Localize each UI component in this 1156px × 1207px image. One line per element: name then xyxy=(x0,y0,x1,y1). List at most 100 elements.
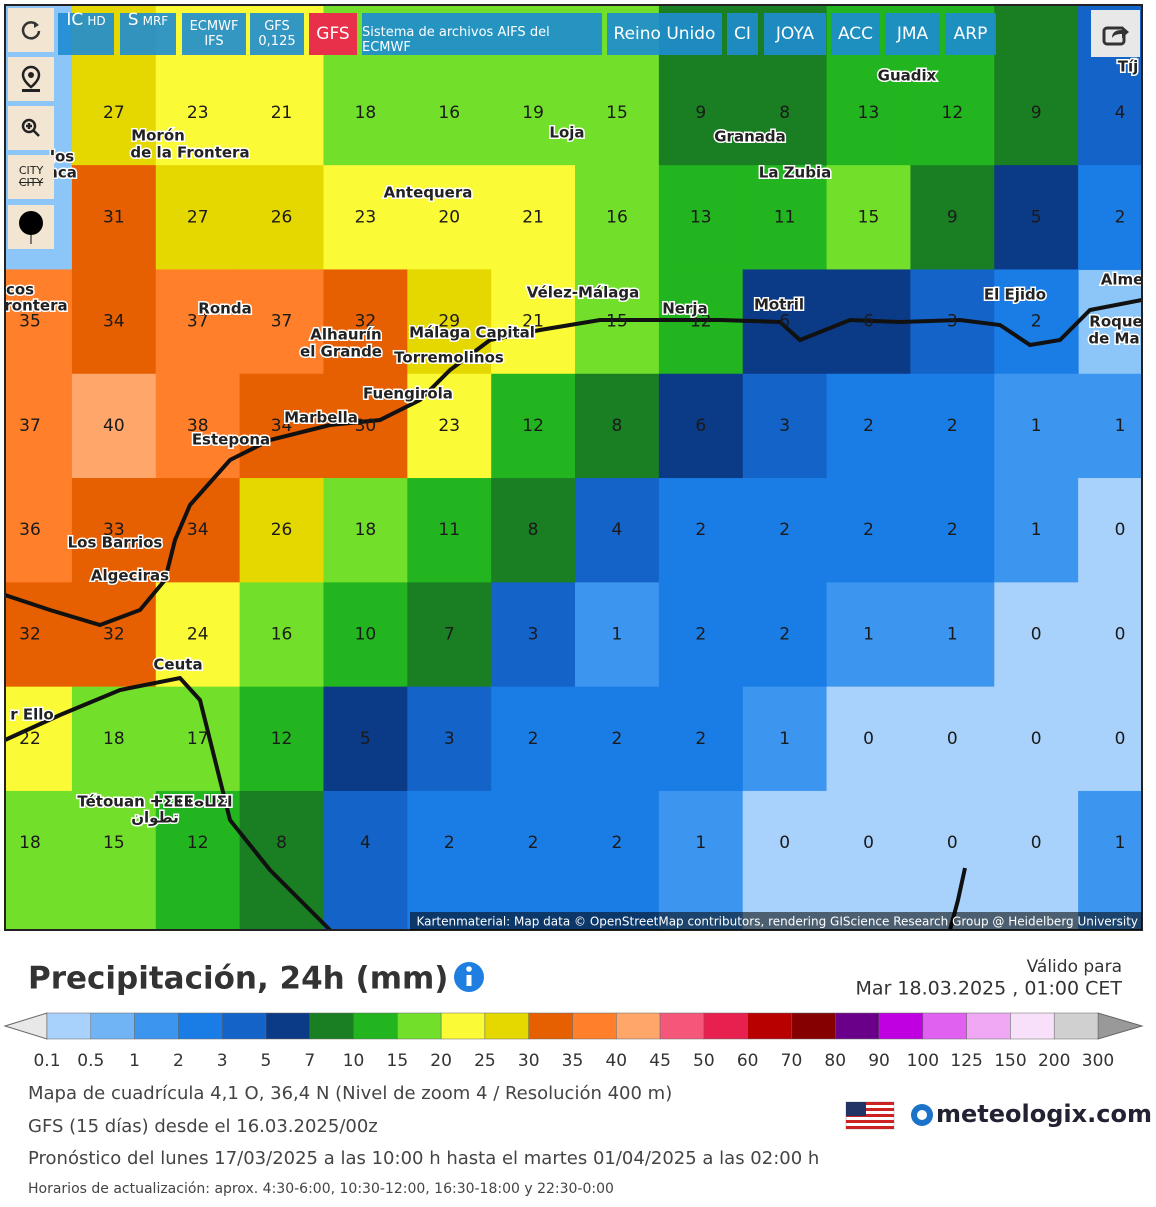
refresh-button[interactable] xyxy=(8,8,54,52)
legend-label: 3 xyxy=(217,1051,228,1071)
grid-value: 6 xyxy=(695,416,706,436)
legend-swatch xyxy=(572,1012,617,1040)
grid-cell xyxy=(826,790,911,930)
place-label: cos xyxy=(6,281,34,299)
grid-value: 2 xyxy=(863,416,874,436)
place-label: تطوان xyxy=(131,809,179,827)
legend-swatch xyxy=(265,1012,311,1040)
grid-value: 3 xyxy=(528,625,539,645)
grid-value: 2 xyxy=(444,833,455,853)
grid-value: 15 xyxy=(858,207,880,227)
legend-label: 150 xyxy=(994,1051,1026,1071)
brand[interactable]: meteologix.com xyxy=(936,1100,1152,1128)
grid-cell xyxy=(994,373,1079,479)
grid-value: 12 xyxy=(187,833,209,853)
button-text: GFS xyxy=(316,23,350,44)
place-label: Tétouan ⵜⵉⵟⵟⴰⵡⵉⵏ xyxy=(77,793,232,811)
grid-value: 37 xyxy=(271,312,293,332)
button-text: HD xyxy=(87,14,106,28)
grid-cell xyxy=(994,478,1079,583)
grid-cell xyxy=(5,686,73,792)
grid-value: 34 xyxy=(187,520,209,540)
model-button[interactable]: ECMWF IFS xyxy=(182,13,246,55)
grid-value: 37 xyxy=(19,416,41,436)
grid-cell xyxy=(910,582,995,688)
button-text: MRF xyxy=(142,14,169,28)
legend-swatch xyxy=(353,1012,398,1040)
grid-cell xyxy=(994,269,1079,375)
legend-label: 50 xyxy=(693,1051,715,1071)
model-button[interactable]: Reino Unido xyxy=(607,13,722,55)
grid-value: 8 xyxy=(779,103,790,123)
location-button[interactable] xyxy=(8,57,54,101)
grid-cell xyxy=(1078,373,1142,479)
model-button[interactable]: ARP xyxy=(945,13,996,55)
model-button[interactable]: S MRF xyxy=(120,12,176,55)
grid-value: 8 xyxy=(528,520,539,540)
button-text: 0,125 xyxy=(258,34,296,49)
grid-value: 18 xyxy=(103,729,125,749)
share-button[interactable] xyxy=(1091,10,1140,57)
grid-cell xyxy=(658,582,744,688)
grid-cell xyxy=(491,373,576,479)
grid-value: 1 xyxy=(1031,416,1042,436)
marker-button[interactable] xyxy=(8,205,54,249)
grid-cell xyxy=(658,478,744,583)
grid-value: 18 xyxy=(355,520,377,540)
legend-swatch xyxy=(703,1012,748,1040)
legend-swatch xyxy=(1053,1012,1099,1040)
attribution-bg xyxy=(410,912,1142,930)
city-button[interactable]: CITY CITY xyxy=(8,155,54,199)
grid-cell xyxy=(826,373,911,479)
model-button[interactable]: JOYA xyxy=(764,13,826,55)
legend-label: 80 xyxy=(824,1051,846,1071)
grid-value: 12 xyxy=(522,416,544,436)
grid-value: 11 xyxy=(774,207,796,227)
grid-value: 40 xyxy=(103,416,125,436)
place-label: Ronda xyxy=(198,300,251,318)
model-button[interactable]: IC HD xyxy=(58,12,114,55)
grid-cell xyxy=(994,5,1079,166)
grid-value: 0 xyxy=(1031,833,1042,853)
grid-cell xyxy=(155,373,241,479)
model-button[interactable]: GFS 0,125 xyxy=(250,13,304,55)
button-text: ECMWF xyxy=(189,19,239,34)
model-button[interactable]: JMA xyxy=(885,13,940,55)
grid-cell xyxy=(994,582,1079,688)
grid-cell xyxy=(658,686,744,792)
place-label: Alme xyxy=(1101,271,1144,289)
grid-value: 4 xyxy=(612,520,623,540)
grid-cell xyxy=(407,165,492,270)
info-icon[interactable] xyxy=(454,962,484,992)
grid-value: 1 xyxy=(695,833,706,853)
model-button[interactable]: Sistema de archivos AIFS del ECMWF xyxy=(362,13,602,55)
grid-cell xyxy=(575,686,660,792)
grid-cell xyxy=(491,686,576,792)
grid-value: 34 xyxy=(271,416,293,436)
update-note: Horarios de actualización: aprox. 4:30-6… xyxy=(28,1181,614,1197)
grid-cell xyxy=(910,790,995,930)
place-label: el Grande xyxy=(300,343,382,361)
zoom-button[interactable] xyxy=(8,106,54,150)
legend-label: 25 xyxy=(474,1051,496,1071)
place-label: Málaga Capital xyxy=(409,324,535,342)
model-button-active[interactable]: GFS xyxy=(309,13,357,55)
legend-swatch xyxy=(46,1012,92,1040)
legend-label: 90 xyxy=(868,1051,890,1071)
grid-value: 15 xyxy=(606,312,628,332)
place-label: r Ello xyxy=(10,706,53,724)
brand-logo[interactable] xyxy=(911,1104,933,1126)
grid-value: 4 xyxy=(360,833,371,853)
city-text: CITY xyxy=(18,176,44,189)
grid-cell xyxy=(5,269,73,375)
place-label: Nerja xyxy=(662,300,707,318)
grid-value: 12 xyxy=(690,312,712,332)
model-button[interactable]: CI xyxy=(727,13,758,55)
grid-value: 2 xyxy=(528,833,539,853)
grid-cell xyxy=(155,686,241,792)
model-button[interactable]: ACC xyxy=(831,13,880,55)
grid-cell xyxy=(742,582,828,688)
grid-cell xyxy=(323,582,408,688)
grid-cell xyxy=(910,478,995,583)
